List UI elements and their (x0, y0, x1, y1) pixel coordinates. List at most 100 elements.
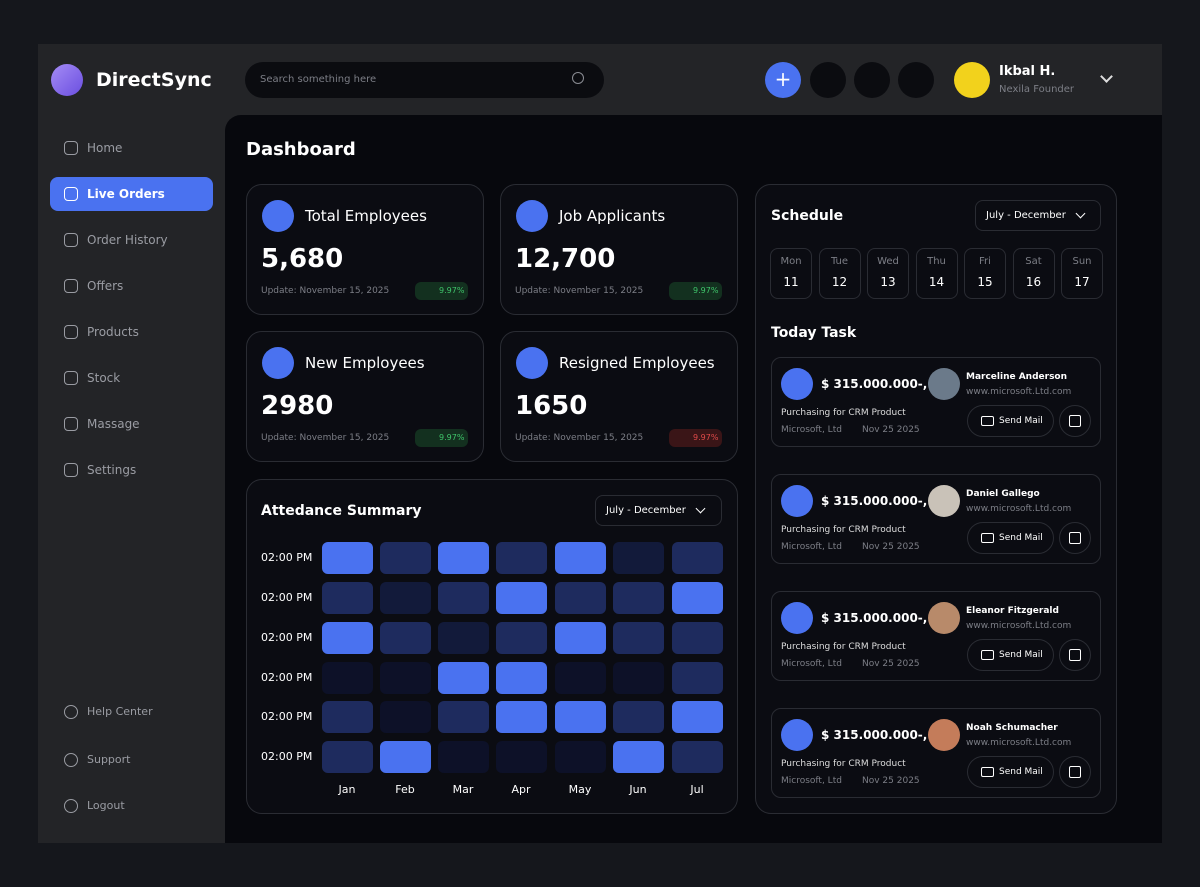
search-bar[interactable] (245, 62, 604, 98)
contact-avatar (928, 485, 960, 517)
task-amount: $ 315.000.000-, (821, 728, 928, 742)
nav-item[interactable]: Logout (87, 799, 125, 812)
calendar-button[interactable] (1059, 405, 1091, 437)
range-dropdown[interactable] (975, 200, 1101, 231)
schedule-card (755, 184, 1117, 814)
attendance-card (246, 479, 738, 814)
stat-update: Update: November 15, 2025 (515, 433, 644, 443)
range-label: July - December (606, 505, 686, 516)
task-card (771, 591, 1101, 681)
stat-update: Update: November 15, 2025 (261, 433, 390, 443)
task-company: Microsoft, Ltd (781, 659, 842, 669)
nav-item[interactable]: Offers (87, 279, 124, 293)
task-icon (781, 485, 813, 517)
user-role: Nexila Founder (999, 84, 1075, 95)
heat-cell (437, 582, 489, 614)
day-date: 12 (831, 275, 848, 289)
page-title: Dashboard (246, 139, 356, 160)
nav-item[interactable]: Support (87, 753, 131, 766)
task-amount: $ 315.000.000-, (821, 377, 928, 391)
stat-change: 9.97% (693, 286, 719, 295)
heat-cell (495, 701, 547, 733)
day-box[interactable] (770, 248, 812, 299)
day-box[interactable] (818, 248, 861, 299)
nav-icon (64, 463, 78, 477)
task-date: Nov 25 2025 (862, 542, 920, 552)
heat-cell (321, 542, 373, 574)
calendar-button[interactable] (1059, 522, 1091, 554)
stat-badge (415, 282, 468, 300)
day-name: Tue (830, 256, 849, 267)
nav-item[interactable]: Products (87, 325, 139, 339)
calendar-button[interactable] (1059, 756, 1091, 788)
task-card (771, 474, 1101, 564)
month-label: Feb (395, 783, 415, 796)
send-mail-button[interactable] (967, 405, 1054, 437)
calendar-button[interactable] (1059, 639, 1091, 671)
task-desc: Purchasing for CRM Product (781, 408, 906, 418)
contact-site: www.microsoft.Ltd.com (966, 504, 1072, 514)
stat-title: New Employees (305, 354, 425, 372)
stat-change: 9.97% (693, 433, 719, 442)
month-label: Mar (452, 783, 474, 796)
month-label: May (568, 783, 592, 796)
stat-badge (669, 282, 722, 300)
send-mail-button[interactable] (967, 756, 1054, 788)
stat-icon (516, 347, 548, 379)
day-box[interactable] (867, 248, 909, 299)
heat-cell (671, 582, 723, 614)
chat-button[interactable] (854, 62, 890, 98)
user-avatar (954, 62, 990, 98)
time-label: 02:00 PM (261, 591, 313, 604)
send-mail-label: Send Mail (999, 416, 1043, 426)
heat-cell (379, 582, 431, 614)
heat-cell (379, 662, 431, 694)
nav-item[interactable]: Settings (87, 463, 137, 477)
day-name: Thu (927, 256, 946, 267)
nav-item[interactable]: Massage (87, 417, 140, 431)
contact-name: Noah Schumacher (966, 723, 1058, 733)
heat-cell (437, 701, 489, 733)
heat-cell (554, 542, 606, 574)
stat-value: 2980 (261, 391, 334, 421)
nav-item[interactable]: Live Orders (87, 187, 165, 201)
nav-icon (64, 233, 78, 247)
calendar-icon (1069, 766, 1081, 778)
mail-icon (981, 650, 994, 660)
day-box[interactable] (1012, 248, 1055, 299)
heat-cell (321, 701, 373, 733)
day-box[interactable] (964, 248, 1006, 299)
day-name: Mon (780, 256, 802, 267)
nav-item[interactable]: Help Center (87, 705, 153, 718)
send-mail-label: Send Mail (999, 650, 1043, 660)
range-dropdown[interactable] (595, 495, 722, 526)
heat-cell (671, 701, 723, 733)
contact-avatar (928, 368, 960, 400)
day-box[interactable] (1061, 248, 1103, 299)
nav-icon (64, 279, 78, 293)
task-company: Microsoft, Ltd (781, 776, 842, 786)
stat-icon (262, 347, 294, 379)
nav-icon (64, 371, 78, 385)
bell-button[interactable] (898, 62, 934, 98)
heat-cell (437, 662, 489, 694)
heat-cell (379, 622, 431, 654)
document-button[interactable] (810, 62, 846, 98)
heat-cell (321, 662, 373, 694)
add-button[interactable]: + (765, 62, 801, 98)
day-box[interactable] (915, 248, 958, 299)
heat-cell (495, 622, 547, 654)
send-mail-button[interactable] (967, 522, 1054, 554)
nav-item[interactable]: Order History (87, 233, 168, 247)
nav-item[interactable]: Home (87, 141, 123, 155)
nav-item[interactable]: Stock (87, 371, 121, 385)
day-date: 11 (783, 275, 799, 289)
task-date: Nov 25 2025 (862, 776, 920, 786)
heat-cell (437, 542, 489, 574)
nav-icon (64, 705, 78, 719)
time-label: 02:00 PM (261, 671, 313, 684)
send-mail-button[interactable] (967, 639, 1054, 671)
day-name: Wed (877, 256, 899, 267)
heat-cell (495, 542, 547, 574)
task-date: Nov 25 2025 (862, 659, 920, 669)
